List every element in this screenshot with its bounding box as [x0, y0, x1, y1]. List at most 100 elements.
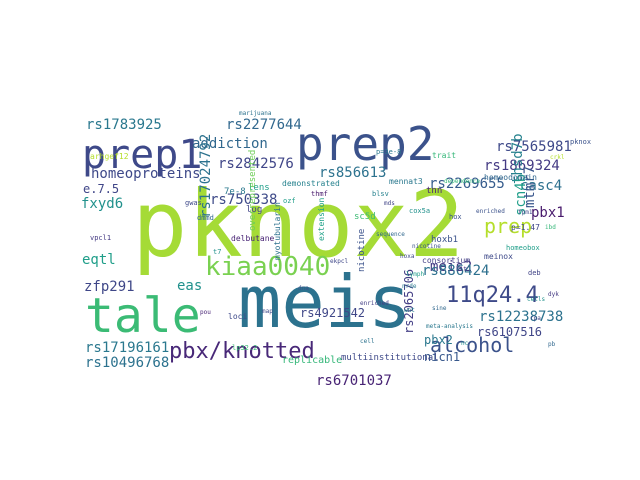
- word-loci: loci: [228, 312, 247, 321]
- word-deb: deb: [528, 269, 541, 277]
- word-dmmd: dmmd: [197, 214, 214, 222]
- word-rs6107516: rs6107516: [477, 325, 542, 339]
- word-rs2269655: rs2269655: [429, 176, 505, 192]
- word-gwas: gwas: [185, 199, 202, 207]
- word-marijuana: marijuana: [239, 110, 272, 117]
- word-demonstrated: demonstrated: [282, 179, 340, 188]
- word-overrepresented: overrepresented: [248, 150, 258, 231]
- word-lens: lens: [248, 183, 270, 193]
- word-kiaa0040: kiaa0040: [205, 252, 330, 282]
- word-eqtl: eqtl: [82, 252, 116, 268]
- word-pbx1: pbx1: [531, 205, 565, 221]
- word-scn4b: scn4b: [513, 174, 529, 216]
- word-11q24-4: 11q24.4: [446, 283, 539, 308]
- word-rs17196161: rs17196161: [85, 340, 169, 356]
- word-pou: pou: [200, 309, 211, 316]
- word-rs1869324: rs1869324: [484, 158, 560, 174]
- word-ozf: ozf: [283, 197, 296, 205]
- word-ekpcl: ekpcl: [330, 258, 348, 265]
- word-mtmr7: mtmr7: [522, 166, 538, 208]
- word-nc: nc: [461, 340, 469, 347]
- word-bit: bit: [456, 266, 467, 273]
- word-sine: sine: [432, 305, 447, 312]
- word-rs6701037: rs6701037: [316, 373, 392, 389]
- word-sc5d: sc5d: [354, 212, 376, 222]
- word-lp32-2: lp32.2: [232, 344, 257, 352]
- word-tnn: tnn: [426, 186, 442, 196]
- word-pbx2: pbx2: [424, 333, 453, 347]
- word-casc4: casc4: [520, 178, 562, 194]
- word-rs1783925: rs1783925: [86, 117, 162, 133]
- word-extension: extension: [317, 197, 326, 241]
- word-pknox: pknox: [570, 138, 591, 146]
- word-rs10496768: rs10496768: [85, 355, 169, 371]
- word-dependence: dependence: [444, 178, 481, 185]
- word-rs17024792: rs17024792: [198, 134, 214, 218]
- word-cell: cell: [360, 338, 375, 345]
- word-thmf: thmf: [311, 190, 328, 198]
- word-nrde: nrde: [402, 283, 417, 290]
- word-delbutane: delbutane: [231, 234, 275, 243]
- word-map: map: [262, 308, 273, 315]
- word-7e-8: 7e-8: [224, 187, 246, 197]
- word-blsv: blsv: [372, 190, 389, 198]
- word-meis2: meis2: [430, 259, 472, 275]
- word-meis: meis: [238, 260, 411, 344]
- word-rpa: rpa: [530, 315, 541, 322]
- word-prep: prep: [484, 214, 532, 238]
- word-nicotine: nicotine: [357, 229, 367, 272]
- word-homeodomain: homeodomain: [484, 173, 537, 182]
- word-enriched: enriched: [476, 208, 505, 215]
- word-meinox: meinox: [484, 252, 513, 261]
- word-mennat3: mennat3: [389, 177, 423, 186]
- word-crkl: crkl: [550, 154, 565, 161]
- word-rs750338: rs750338: [210, 192, 277, 208]
- word-cox5a: cox5a: [409, 207, 430, 215]
- word-rs12238738: rs12238738: [479, 309, 563, 325]
- word-lymph: lymph: [406, 271, 424, 278]
- word-dyk: dyk: [548, 291, 559, 298]
- word-rs7565981: rs7565981: [496, 139, 572, 155]
- word-tale: tale: [85, 288, 201, 344]
- word-p-3e-8: p=3e-8: [376, 148, 401, 156]
- word-prep1: prep1: [82, 132, 202, 178]
- word-prep2: prep2: [296, 117, 434, 171]
- word-rs2842576: rs2842576: [218, 156, 294, 172]
- word-pknox2: pknox2: [132, 171, 464, 278]
- word-hoxb1: hoxb1: [431, 235, 458, 245]
- word-hox: hox: [449, 213, 462, 221]
- word-sequence: sequence: [376, 231, 405, 238]
- word-wnt: wnt: [404, 307, 415, 314]
- word-vpcl1: vpcl1: [90, 234, 111, 242]
- word-homeobox: homeobox: [506, 244, 540, 252]
- word-rs886424: rs886424: [422, 263, 489, 279]
- word-rs2065706: rs2065706: [402, 269, 416, 334]
- word-fpm1: fpm1: [518, 209, 533, 216]
- word-log: log: [246, 205, 262, 215]
- word-trait: trait: [432, 151, 456, 160]
- word-hoxa: hoxa: [400, 253, 415, 260]
- word-addiction: addiction: [192, 136, 268, 152]
- word-zfp291: zfp291: [84, 279, 135, 295]
- word-rs4921542: rs4921542: [300, 306, 365, 320]
- word-ibd: ibd: [545, 224, 556, 231]
- word-replicable: replicable: [282, 355, 342, 366]
- word-myotubularin: myotubularin: [273, 202, 282, 260]
- word-t7: t7: [213, 248, 221, 256]
- word-homeoproteins: homeoproteins: [91, 166, 201, 182]
- word-meta-analysis: meta-analysis: [426, 323, 473, 330]
- word-eas: eas: [177, 278, 202, 294]
- word-p-1-47: p=1.47: [511, 223, 540, 232]
- word-arhgef12: arhgef12: [90, 152, 129, 161]
- word-cells: cells: [527, 296, 545, 303]
- word-thsd7b: thsd7b: [510, 133, 526, 184]
- word-rs856613: rs856613: [319, 165, 386, 181]
- word-dna: dna: [298, 285, 309, 292]
- word-multiinstitutional: multiinstitutional: [341, 353, 439, 363]
- word-e-7-5: e.7.5: [83, 182, 119, 196]
- word-rs2277644: rs2277644: [226, 117, 302, 133]
- word-fxyd6: fxyd6: [81, 196, 123, 212]
- word-nicn1: nicn1: [424, 350, 460, 364]
